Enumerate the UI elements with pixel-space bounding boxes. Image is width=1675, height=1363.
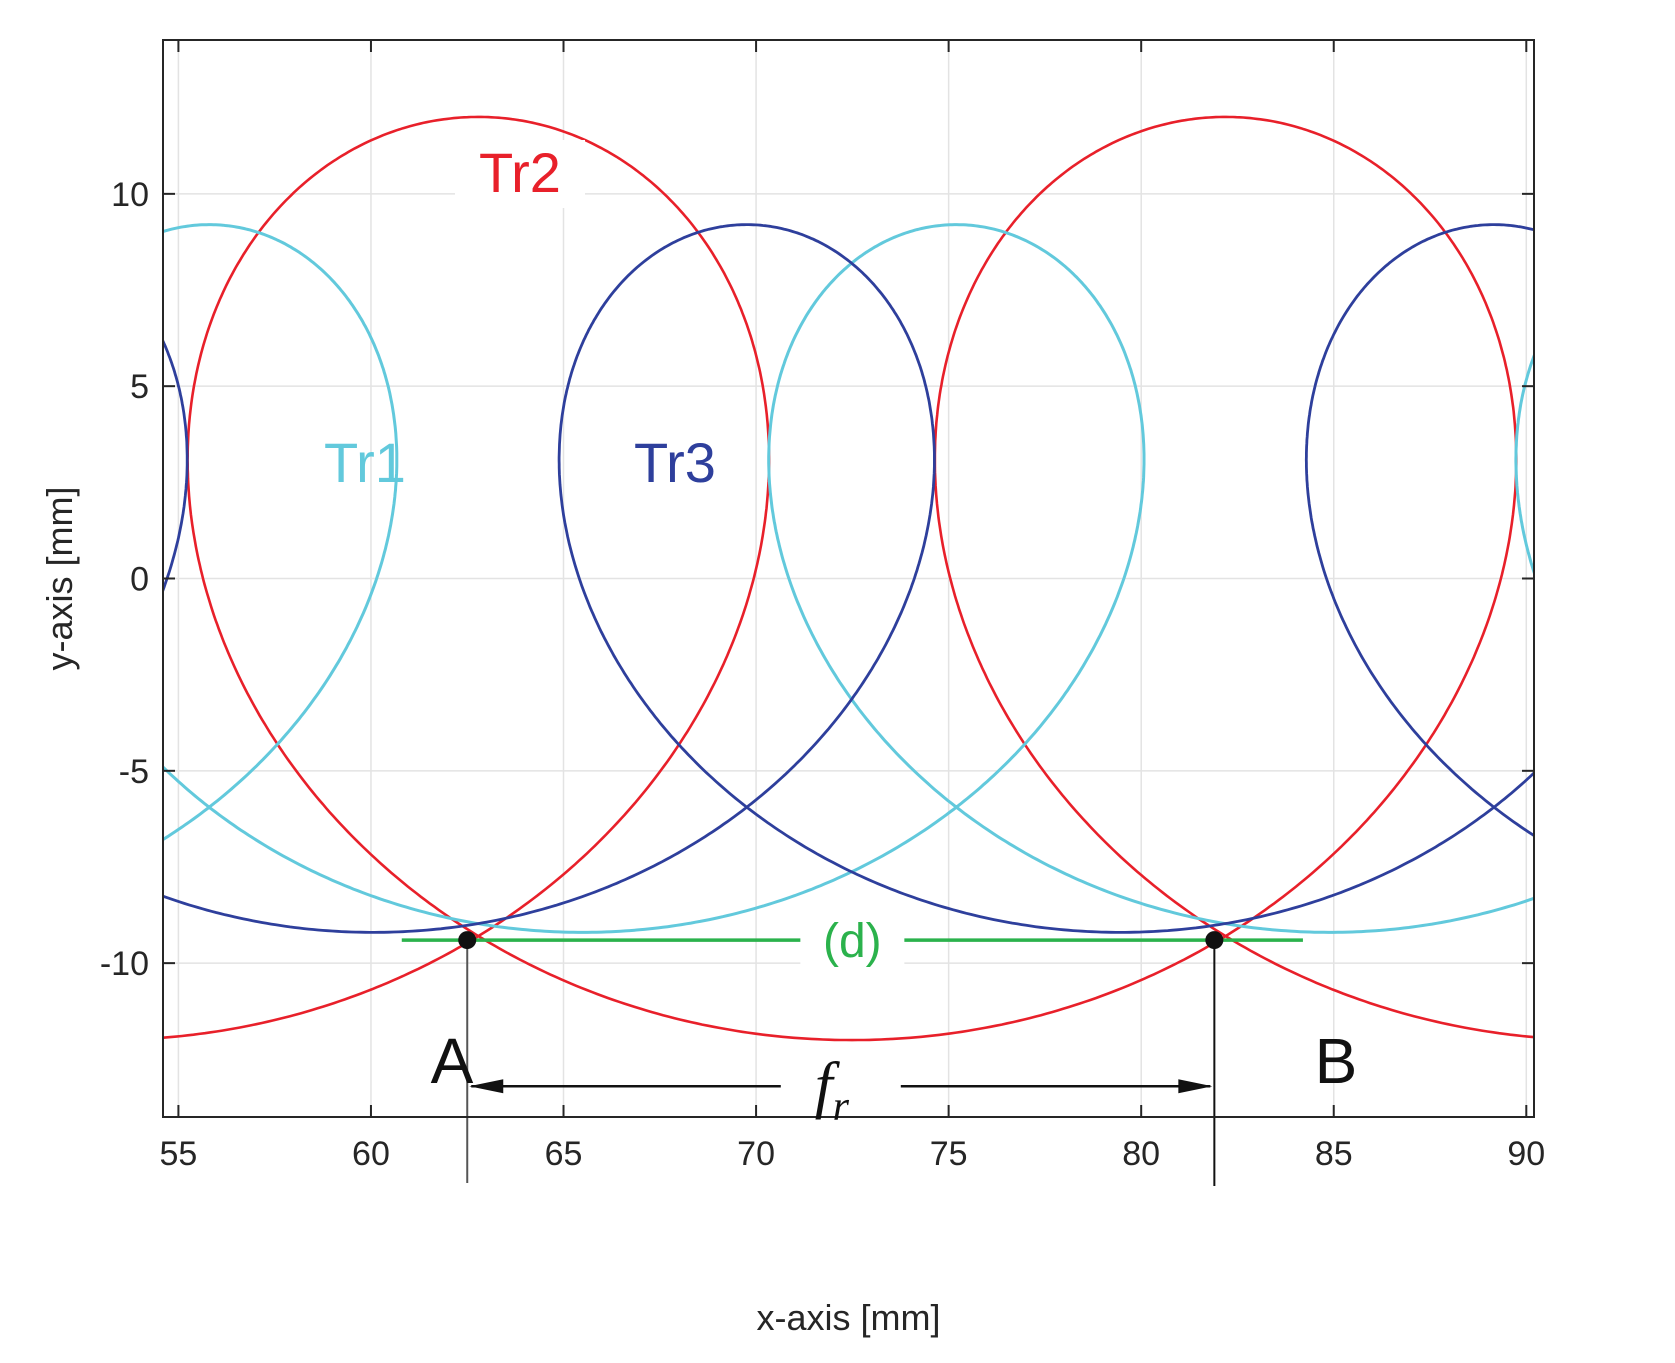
- annotations: (d): [401, 140, 1303, 1186]
- x-tick-label: 80: [1122, 1135, 1160, 1173]
- fr-arrow-left: [469, 1079, 504, 1094]
- y-tick-label: -10: [100, 945, 149, 983]
- fr-label: fr: [815, 1049, 850, 1130]
- y-axis-title: y-axis [mm]: [39, 487, 80, 671]
- tr2-label: Tr2: [479, 141, 561, 204]
- grid-lines: [163, 40, 1534, 1117]
- tr1-label: Tr1: [324, 431, 406, 494]
- x-tick-label: 75: [930, 1135, 968, 1173]
- point-a-marker: [458, 931, 477, 950]
- point-b-label: B: [1315, 1025, 1358, 1097]
- x-tick-label: 60: [352, 1135, 390, 1173]
- x-tick-label: 55: [159, 1135, 197, 1173]
- series-tr3-line: [163, 223, 1534, 934]
- x-tick-label: 65: [545, 1135, 583, 1173]
- fr-subscript: r: [833, 1084, 850, 1130]
- point-a-label: A: [431, 1025, 474, 1097]
- text-labels: x-axis [mm] y-axis [mm] Tr2 Tr1 Tr3 A B …: [39, 141, 1545, 1338]
- trajectory-curves: [163, 115, 1534, 1042]
- d-label-bg: [800, 910, 905, 971]
- x-tick-label: 90: [1507, 1135, 1545, 1173]
- tr2-label-bg: [455, 140, 585, 208]
- y-tick-label: 0: [130, 561, 149, 599]
- y-tick-label: -5: [119, 753, 149, 791]
- x-tick-label: 70: [737, 1135, 775, 1173]
- y-tick-label: 10: [111, 176, 149, 214]
- axis-ticks: [163, 40, 1534, 1117]
- series-tr1-line: [163, 223, 1534, 934]
- y-tick-label: 5: [130, 368, 149, 406]
- series-tr2-line: [163, 115, 1534, 1042]
- x-tick-label: 85: [1315, 1135, 1353, 1173]
- d-label: (d): [823, 915, 882, 968]
- tr3-label: Tr3: [634, 431, 716, 494]
- fr-label-bg: [780, 1046, 901, 1127]
- x-axis-title: x-axis [mm]: [757, 1297, 941, 1338]
- point-b-marker: [1205, 931, 1224, 950]
- fr-arrow-right: [1178, 1079, 1213, 1094]
